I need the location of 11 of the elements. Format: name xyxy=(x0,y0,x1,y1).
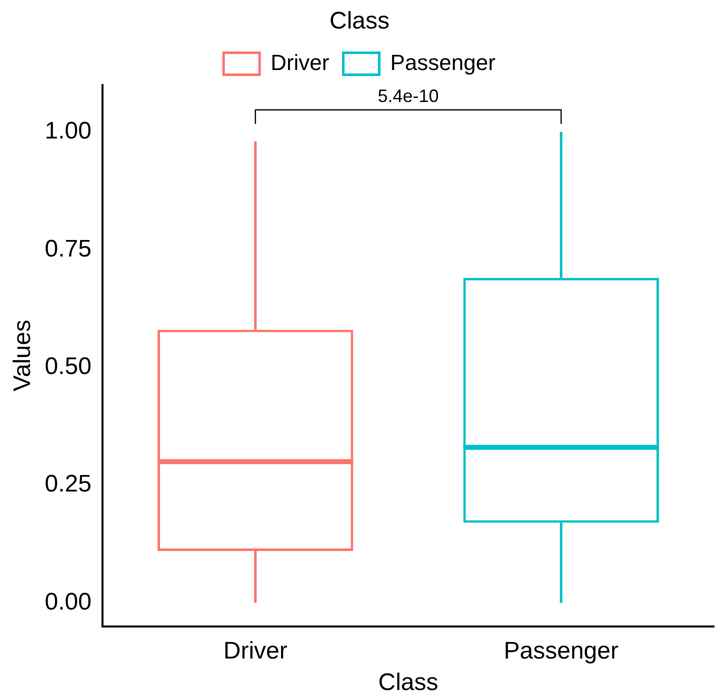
x-axis-title: Class xyxy=(378,669,438,696)
y-axis-title: Values xyxy=(9,320,36,392)
annotation: 5.4e-10 xyxy=(378,86,439,106)
y-tick-label: 0.75 xyxy=(44,235,92,262)
y-tick-label: 1.00 xyxy=(44,118,92,145)
y-tick-label: 0.00 xyxy=(44,588,92,616)
y-tick-label: 0.50 xyxy=(44,353,92,380)
legend-label: Driver xyxy=(270,50,330,75)
legend-title: Class xyxy=(329,8,390,35)
y-tick-label: 0.25 xyxy=(44,470,92,498)
legend-label: Passenger xyxy=(390,50,496,75)
